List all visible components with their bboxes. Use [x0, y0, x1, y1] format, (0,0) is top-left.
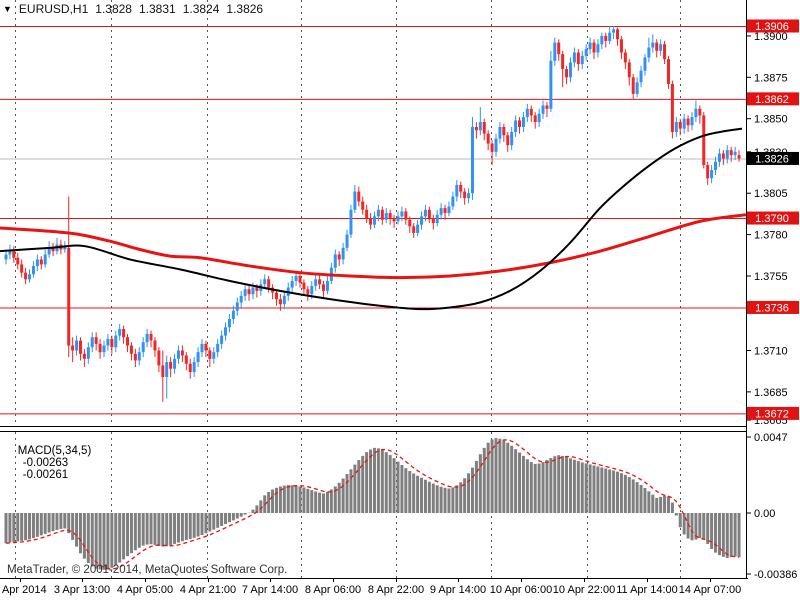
ohlc-close: 1.3826 — [226, 2, 264, 16]
macd-tick-label: -0.00386 — [754, 569, 797, 581]
price-tick-label: 1.3780 — [754, 230, 788, 242]
time-tick-label: 8 Apr 22:00 — [368, 584, 424, 596]
pane-borders — [0, 0, 748, 579]
price-badge — [747, 406, 799, 420]
price-badge-label: 1.3672 — [755, 408, 789, 420]
time-tick-label: 10 Apr 06:00 — [490, 584, 552, 596]
price-axis[interactable]: 1.39001.38751.38501.38301.38051.37801.37… — [746, 19, 799, 582]
price-tick-label: 1.3850 — [754, 114, 788, 126]
indicator-signal-value: -0.00261 — [22, 469, 69, 481]
time-tick-label: 2 Apr 2014 — [0, 584, 47, 596]
price-badge — [747, 19, 799, 33]
price-badge — [747, 92, 799, 106]
price-tick-label: 1.3805 — [754, 188, 788, 200]
price-tick-label: 1.3900 — [754, 31, 788, 43]
macd-histogram — [4, 438, 741, 570]
moving-averages — [0, 127, 746, 311]
candles-group — [4, 26, 741, 402]
time-tick-label: 8 Apr 06:00 — [305, 584, 361, 596]
price-badge-label: 1.3826 — [755, 153, 789, 165]
time-tick-label: 4 Apr 05:00 — [117, 584, 173, 596]
price-badge-label: 1.3906 — [755, 21, 789, 33]
price-badge-label: 1.3736 — [755, 302, 789, 314]
price-badge — [747, 151, 799, 165]
time-tick-label: 3 Apr 13:00 — [54, 584, 110, 596]
indicator-label: MACD(5,34,5) -0.00263 -0.00261 — [5, 433, 92, 493]
price-badge — [747, 300, 799, 314]
ma-red-line — [0, 213, 746, 280]
price-tick-label: 1.3710 — [754, 345, 788, 357]
time-axis[interactable]: 2 Apr 2014 3 Apr 13:00 4 Apr 05:00 4 Apr 21… — [0, 578, 741, 596]
indicator-value: -0.00263 — [22, 457, 69, 469]
watermark-text: MetaTrader, © 2001-2014, MetaQuotes Soft… — [7, 564, 288, 576]
time-tick-label: 9 Apr 14:00 — [430, 584, 486, 596]
ohlc-high: 1.3831 — [138, 2, 176, 16]
indicator-name: MACD(5,34,5) — [17, 445, 92, 457]
time-tick-label: 11 Apr 14:00 — [616, 584, 678, 596]
price-tick-label: 1.3875 — [754, 72, 788, 84]
ma-black-line — [0, 127, 743, 311]
price-badge-label: 1.3862 — [755, 94, 789, 106]
price-badge — [747, 211, 799, 225]
macd-tick-label: 0.0047 — [754, 432, 788, 444]
price-badge-label: 1.3790 — [755, 213, 789, 225]
symbol-timeframe-label: EURUSD,H1 — [18, 2, 89, 16]
ohlc-open: 1.3828 — [95, 2, 132, 16]
time-tick-label: 4 Apr 21:00 — [180, 584, 236, 596]
time-tick-label: 10 Apr 22:00 — [553, 584, 615, 596]
time-tick-label: 7 Apr 14:00 — [242, 584, 298, 596]
price-tick-label: 1.3755 — [754, 271, 788, 283]
ohlc-low: 1.3824 — [182, 2, 220, 16]
time-tick-label: 14 Apr 07:00 — [679, 584, 741, 596]
symbol-info-bar: ▼ EURUSD,H1 1.3828 1.3831 1.3824 1.3826 — [3, 2, 263, 16]
price-tick-label: 1.3685 — [754, 387, 788, 399]
macd-tick-label: 0.00 — [754, 508, 775, 520]
macd-signal-line — [5, 439, 740, 570]
symbol-dropdown-icon[interactable]: ▼ — [3, 4, 12, 14]
